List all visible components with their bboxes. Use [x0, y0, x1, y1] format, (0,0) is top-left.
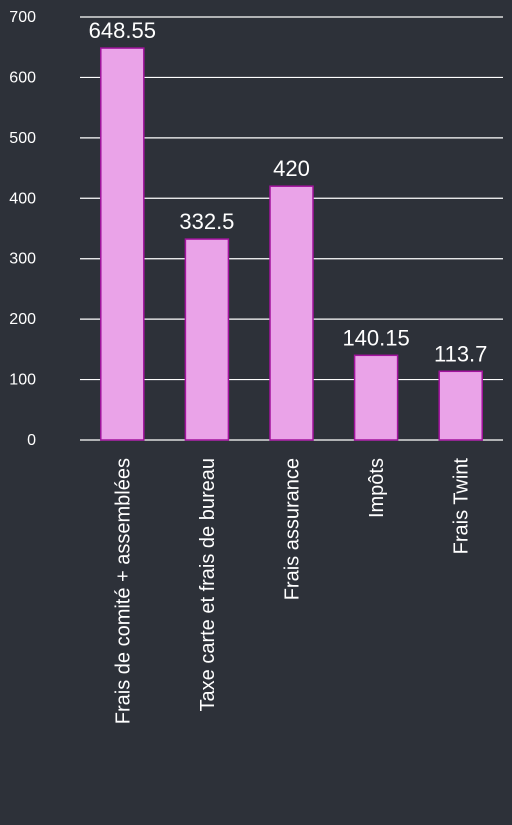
y-axis-tick-labels: 0 100 200 300 400 500 600 700	[9, 9, 36, 449]
y-tick-label: 400	[9, 190, 36, 207]
bar	[353, 354, 399, 441]
y-tick-label: 200	[9, 311, 36, 328]
data-label: 420	[273, 156, 310, 181]
x-category-label: Frais Twint	[451, 458, 473, 555]
y-tick-label: 600	[9, 69, 36, 86]
x-category-label: Impôts	[366, 458, 388, 518]
data-label: 648.55	[89, 18, 156, 43]
x-category-label: Taxe carte et frais de bureau	[197, 458, 219, 711]
data-label: 332.5	[179, 209, 234, 234]
y-tick-label: 300	[9, 251, 36, 268]
bars	[100, 47, 483, 441]
bar	[100, 47, 145, 441]
data-label: 140.15	[342, 325, 409, 350]
x-category-label: Frais assurance	[282, 458, 304, 600]
x-category-label: Frais de comité + assemblées	[112, 458, 134, 724]
y-tick-label: 500	[9, 130, 36, 147]
data-label: 113.7	[434, 341, 487, 366]
y-tick-label: 700	[9, 9, 36, 26]
data-labels: 648.55 332.5 420 140.15 113.7	[89, 18, 488, 366]
y-tick-label: 100	[9, 372, 36, 389]
bar	[269, 185, 314, 441]
bar	[184, 238, 230, 441]
y-tick-label: 0	[27, 432, 36, 449]
bar	[438, 370, 483, 441]
x-axis-category-labels: Frais de comité + assemblées Taxe carte e…	[112, 458, 472, 725]
